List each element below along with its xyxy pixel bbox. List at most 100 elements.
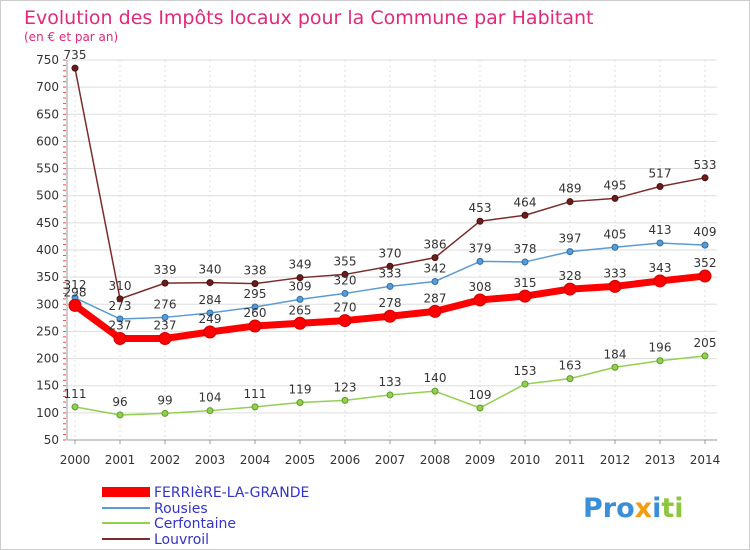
data-label-rousies: 405 <box>604 227 627 241</box>
data-label-cerfontaine: 111 <box>244 387 267 401</box>
y-tick-label: 200 <box>36 352 59 366</box>
data-label-ferri-re-la-grande: 278 <box>379 296 402 310</box>
data-point-ferri-re-la-grande <box>68 298 82 312</box>
data-point-ferri-re-la-grande <box>428 304 442 318</box>
logo-text: Proxiti <box>583 493 684 524</box>
data-point-louvroil <box>521 211 529 219</box>
data-point-cerfontaine <box>116 411 124 419</box>
data-label-ferri-re-la-grande: 308 <box>469 280 492 294</box>
data-point-rousies <box>701 241 709 249</box>
data-point-louvroil <box>386 262 394 270</box>
data-point-rousies <box>341 289 349 297</box>
data-label-rousies: 378 <box>514 242 537 256</box>
data-point-ferri-re-la-grande <box>608 279 622 293</box>
data-point-cerfontaine <box>341 396 349 404</box>
data-point-ferri-re-la-grande <box>113 331 127 345</box>
data-point-ferri-re-la-grande <box>383 309 397 323</box>
x-tick-label: 2001 <box>105 453 136 467</box>
data-label-ferri-re-la-grande: 249 <box>199 312 222 326</box>
data-label-cerfontaine: 109 <box>469 388 492 402</box>
data-label-louvroil: 355 <box>334 254 357 268</box>
legend: FERRIèRE-LA-GRANDERousiesCerfontaineLouv… <box>102 485 309 548</box>
data-label-cerfontaine: 153 <box>514 364 537 378</box>
data-point-rousies <box>656 239 664 247</box>
chart-subtitle: (en € et par an) <box>24 30 118 44</box>
data-point-ferri-re-la-grande <box>698 269 712 283</box>
legend-label-rousies: Rousies <box>154 501 208 517</box>
data-point-louvroil <box>431 254 439 262</box>
x-tick-label: 2009 <box>465 453 496 467</box>
data-label-cerfontaine: 196 <box>649 341 672 355</box>
series-layer <box>68 64 712 419</box>
data-point-cerfontaine <box>521 380 529 388</box>
y-tick-label: 550 <box>36 162 59 176</box>
data-point-louvroil <box>341 270 349 278</box>
data-label-louvroil: 349 <box>289 258 312 272</box>
data-point-cerfontaine <box>701 352 709 360</box>
data-label-louvroil: 517 <box>649 166 672 180</box>
data-label-cerfontaine: 111 <box>64 387 87 401</box>
data-point-rousies <box>611 243 619 251</box>
data-point-rousies <box>161 313 169 321</box>
data-label-ferri-re-la-grande: 328 <box>559 269 582 283</box>
x-tick-label: 2003 <box>195 453 226 467</box>
y-tick-label: 500 <box>36 189 59 203</box>
data-label-louvroil: 489 <box>559 182 582 196</box>
data-label-louvroil: 453 <box>469 201 492 215</box>
data-point-rousies <box>116 315 124 323</box>
data-point-rousies <box>386 282 394 290</box>
data-label-cerfontaine: 99 <box>157 393 172 407</box>
data-label-cerfontaine: 96 <box>112 395 127 409</box>
label-layer: 298 237 237 249 260 265 270 278 287 308 315 328 333 3… <box>64 48 717 409</box>
data-label-cerfontaine: 133 <box>379 375 402 389</box>
data-label-rousies: 379 <box>469 241 492 255</box>
data-point-cerfontaine <box>476 404 484 412</box>
x-tick-label: 2002 <box>150 453 181 467</box>
data-point-cerfontaine <box>161 409 169 417</box>
chart-title: Evolution des Impôts locaux pour la Comm… <box>24 7 594 29</box>
data-label-cerfontaine: 123 <box>334 380 357 394</box>
data-point-rousies <box>206 309 214 317</box>
data-label-ferri-re-la-grande: 265 <box>289 303 312 317</box>
data-point-louvroil <box>566 198 574 206</box>
data-label-rousies: 397 <box>559 232 582 246</box>
data-point-cerfontaine <box>656 357 664 365</box>
data-point-louvroil <box>251 280 259 288</box>
axis-layer: 50 100 150 200 250 300 350 400 450 500 550 600 650 70… <box>36 53 720 467</box>
data-label-cerfontaine: 104 <box>199 391 222 405</box>
data-label-cerfontaine: 184 <box>604 347 627 361</box>
x-tick-label: 2013 <box>645 453 676 467</box>
data-point-louvroil <box>116 295 124 303</box>
data-point-rousies <box>431 277 439 285</box>
data-point-rousies <box>476 257 484 265</box>
data-label-cerfontaine: 140 <box>424 371 447 385</box>
y-tick-label: 600 <box>36 134 59 148</box>
x-tick-label: 2010 <box>510 453 541 467</box>
y-tick-label: 300 <box>36 297 59 311</box>
data-label-ferri-re-la-grande: 287 <box>424 291 447 305</box>
data-label-ferri-re-la-grande: 352 <box>694 256 717 270</box>
data-label-rousies: 413 <box>649 223 672 237</box>
y-tick-label: 700 <box>36 80 59 94</box>
data-label-louvroil: 340 <box>199 263 222 277</box>
data-point-ferri-re-la-grande <box>158 331 172 345</box>
legend-label-louvroil: Louvroil <box>154 532 209 548</box>
data-label-louvroil: 495 <box>604 178 627 192</box>
data-point-cerfontaine <box>206 407 214 415</box>
data-point-rousies <box>296 295 304 303</box>
data-point-louvroil <box>701 174 709 182</box>
data-point-louvroil <box>476 217 484 225</box>
grid-layer <box>67 59 717 441</box>
data-label-louvroil: 310 <box>109 279 132 293</box>
data-point-louvroil <box>656 182 664 190</box>
y-tick-label: 650 <box>36 107 59 121</box>
data-label-louvroil: 464 <box>514 195 537 209</box>
data-point-cerfontaine <box>431 387 439 395</box>
data-label-ferri-re-la-grande: 333 <box>604 266 627 280</box>
y-tick-label: 350 <box>36 270 59 284</box>
data-label-louvroil: 386 <box>424 238 447 252</box>
y-tick-label: 250 <box>36 324 59 338</box>
data-label-cerfontaine: 119 <box>289 383 312 397</box>
y-tick-label: 50 <box>44 433 59 447</box>
